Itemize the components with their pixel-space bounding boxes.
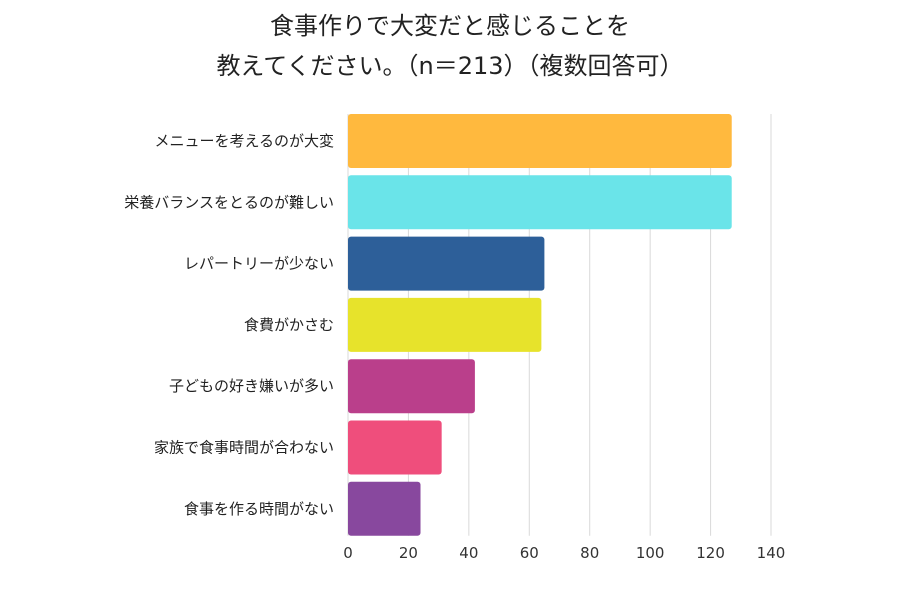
x-tick-label: 140: [757, 544, 786, 562]
bar: [348, 114, 732, 168]
category-label: レパートリーが少ない: [184, 255, 334, 273]
bar: [348, 420, 442, 475]
x-tick-label: 60: [520, 544, 539, 562]
category-labels: メニューを考えるのが大変栄養バランスをとるのが難しいレパートリーが少ない食費がか…: [124, 132, 334, 518]
category-label: 家族で食事時間が合わない: [154, 439, 334, 457]
category-label: 食事を作る時間がない: [184, 500, 334, 518]
bars: [348, 114, 732, 536]
x-axis-tick-labels: 0 20 40 60 80 100 120 140: [343, 544, 785, 562]
x-tick-label: 20: [399, 544, 418, 562]
chart-title-line-2: 教えてください。（n＝213）（複数回答可）: [216, 52, 683, 80]
bar: [348, 236, 545, 291]
x-tick-label: 40: [459, 544, 478, 562]
chart-title-line-1: 食事作りで大変だと感じることを: [270, 12, 630, 40]
chart-title: 食事作りで大変だと感じることを 教えてください。（n＝213）（複数回答可）: [216, 12, 683, 80]
bar: [348, 175, 732, 230]
category-label: メニューを考えるのが大変: [154, 132, 334, 150]
category-label: 子どもの好き嫌いが多い: [169, 377, 334, 395]
bar: [348, 481, 421, 536]
x-tick-label: 80: [580, 544, 599, 562]
bar: [348, 359, 475, 414]
x-tick-label: 120: [696, 544, 725, 562]
x-tick-label: 100: [636, 544, 665, 562]
category-label: 食費がかさむ: [244, 316, 334, 334]
bar: [348, 297, 542, 352]
x-tick-label: 0: [343, 544, 353, 562]
category-label: 栄養バランスをとるのが難しい: [124, 193, 334, 211]
